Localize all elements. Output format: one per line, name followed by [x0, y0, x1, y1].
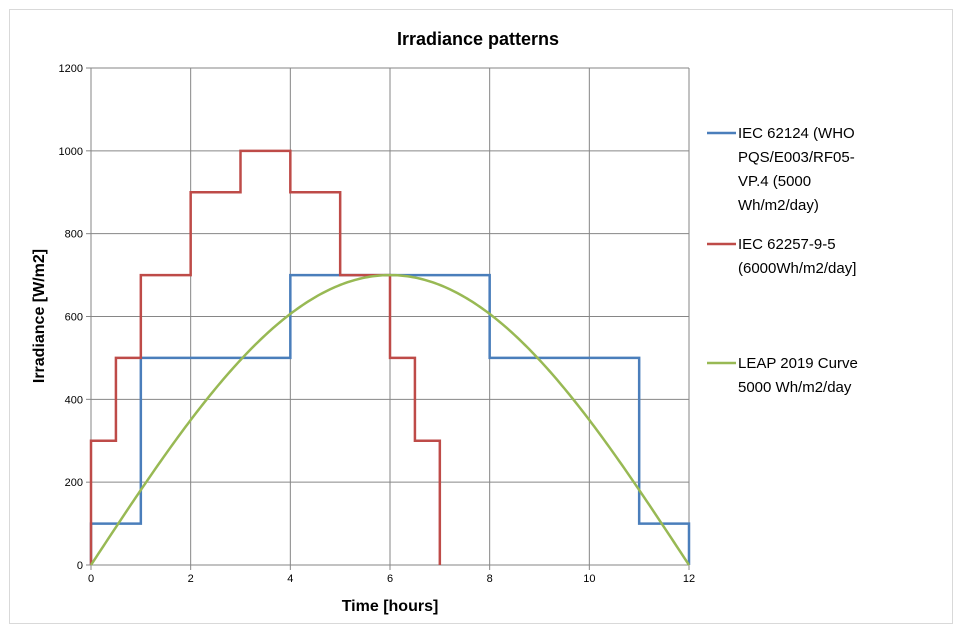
series-line-3 — [89, 273, 691, 566]
axes — [86, 67, 690, 570]
y-tick-label: 800 — [65, 229, 83, 241]
y-tick-labels: 0 200 400 600 800 1000 1200 — [59, 63, 83, 572]
x-tick-label: 4 — [287, 573, 293, 585]
y-tick-label: 200 — [65, 477, 83, 489]
x-tick-labels: 0 2 4 6 8 10 12 — [88, 573, 695, 585]
x-tick-label: 8 — [487, 573, 493, 585]
y-tick-label: 1000 — [59, 146, 83, 158]
y-tick-label: 600 — [65, 312, 83, 324]
x-tick-label: 10 — [583, 573, 595, 585]
x-tick-label: 12 — [683, 573, 695, 585]
series-line-2 — [89, 149, 442, 565]
x-tick-label: 2 — [188, 573, 194, 585]
legend-entry-3: LEAP 2019 Curve 5000 Wh/m2/day — [738, 355, 858, 396]
x-tick-label: 6 — [387, 573, 393, 585]
series-lines — [89, 149, 691, 566]
y-tick-label: 400 — [65, 394, 83, 406]
chart-title: Irradiance patterns — [397, 29, 559, 49]
legend: IEC 62124 (WHO PQS/E003/RF05-VP.4 (5000 Wh… — [707, 125, 858, 396]
y-tick-label: 1200 — [59, 63, 83, 75]
legend-entry-2: IEC 62257-9-5 (6000Wh/m2/day] — [738, 236, 856, 277]
y-axis-label: Irradiance [W/m2] — [31, 249, 48, 383]
x-axis-label: Time [hours] — [342, 598, 439, 615]
legend-entry-1: IEC 62124 (WHO PQS/E003/RF05-VP.4 (5000 Wh… — [738, 125, 855, 214]
y-tick-label: 0 — [77, 560, 83, 572]
x-tick-label: 0 — [88, 573, 94, 585]
